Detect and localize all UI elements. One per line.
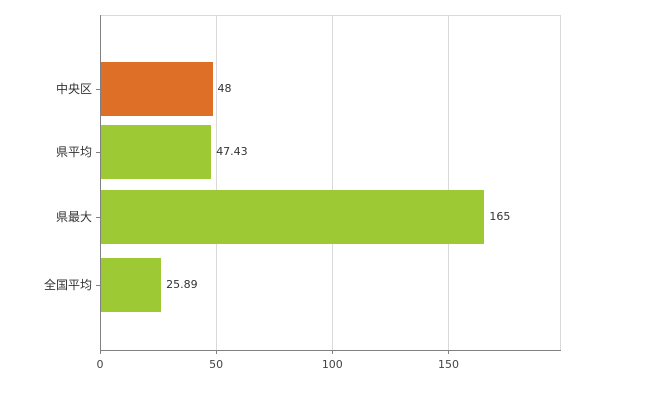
category-label: 全国平均	[43, 278, 92, 292]
bar-value-label: 165	[489, 210, 511, 223]
bar	[101, 62, 213, 116]
x-tick-mark	[332, 350, 334, 354]
y-tick-mark	[96, 152, 100, 153]
x-tick-mark	[100, 350, 101, 354]
y-tick-mark	[96, 217, 100, 218]
x-tick-mark	[216, 350, 218, 354]
category-label: 県平均	[55, 145, 92, 159]
gridline	[332, 15, 334, 350]
bar-value-label: 48	[217, 82, 232, 95]
gridline	[216, 15, 218, 350]
bar-value-label: 47.43	[216, 145, 248, 158]
x-tick-mark	[448, 350, 450, 354]
y-axis	[100, 15, 101, 351]
plot-right-border	[560, 15, 561, 350]
bar-value-label: 25.89	[166, 278, 198, 291]
x-tick-label: 0	[96, 358, 104, 371]
plot-top-border	[100, 15, 560, 16]
bar	[101, 190, 485, 244]
x-tick-label: 150	[437, 358, 459, 371]
bar	[101, 258, 162, 312]
bar	[101, 125, 212, 179]
category-label: 県最大	[55, 210, 92, 224]
category-label: 中央区	[55, 82, 92, 96]
x-tick-label: 100	[321, 358, 343, 371]
y-tick-mark	[96, 89, 100, 90]
x-axis	[100, 350, 561, 351]
x-tick-label: 50	[209, 358, 224, 371]
gridline	[448, 15, 450, 350]
y-tick-mark	[96, 285, 100, 286]
